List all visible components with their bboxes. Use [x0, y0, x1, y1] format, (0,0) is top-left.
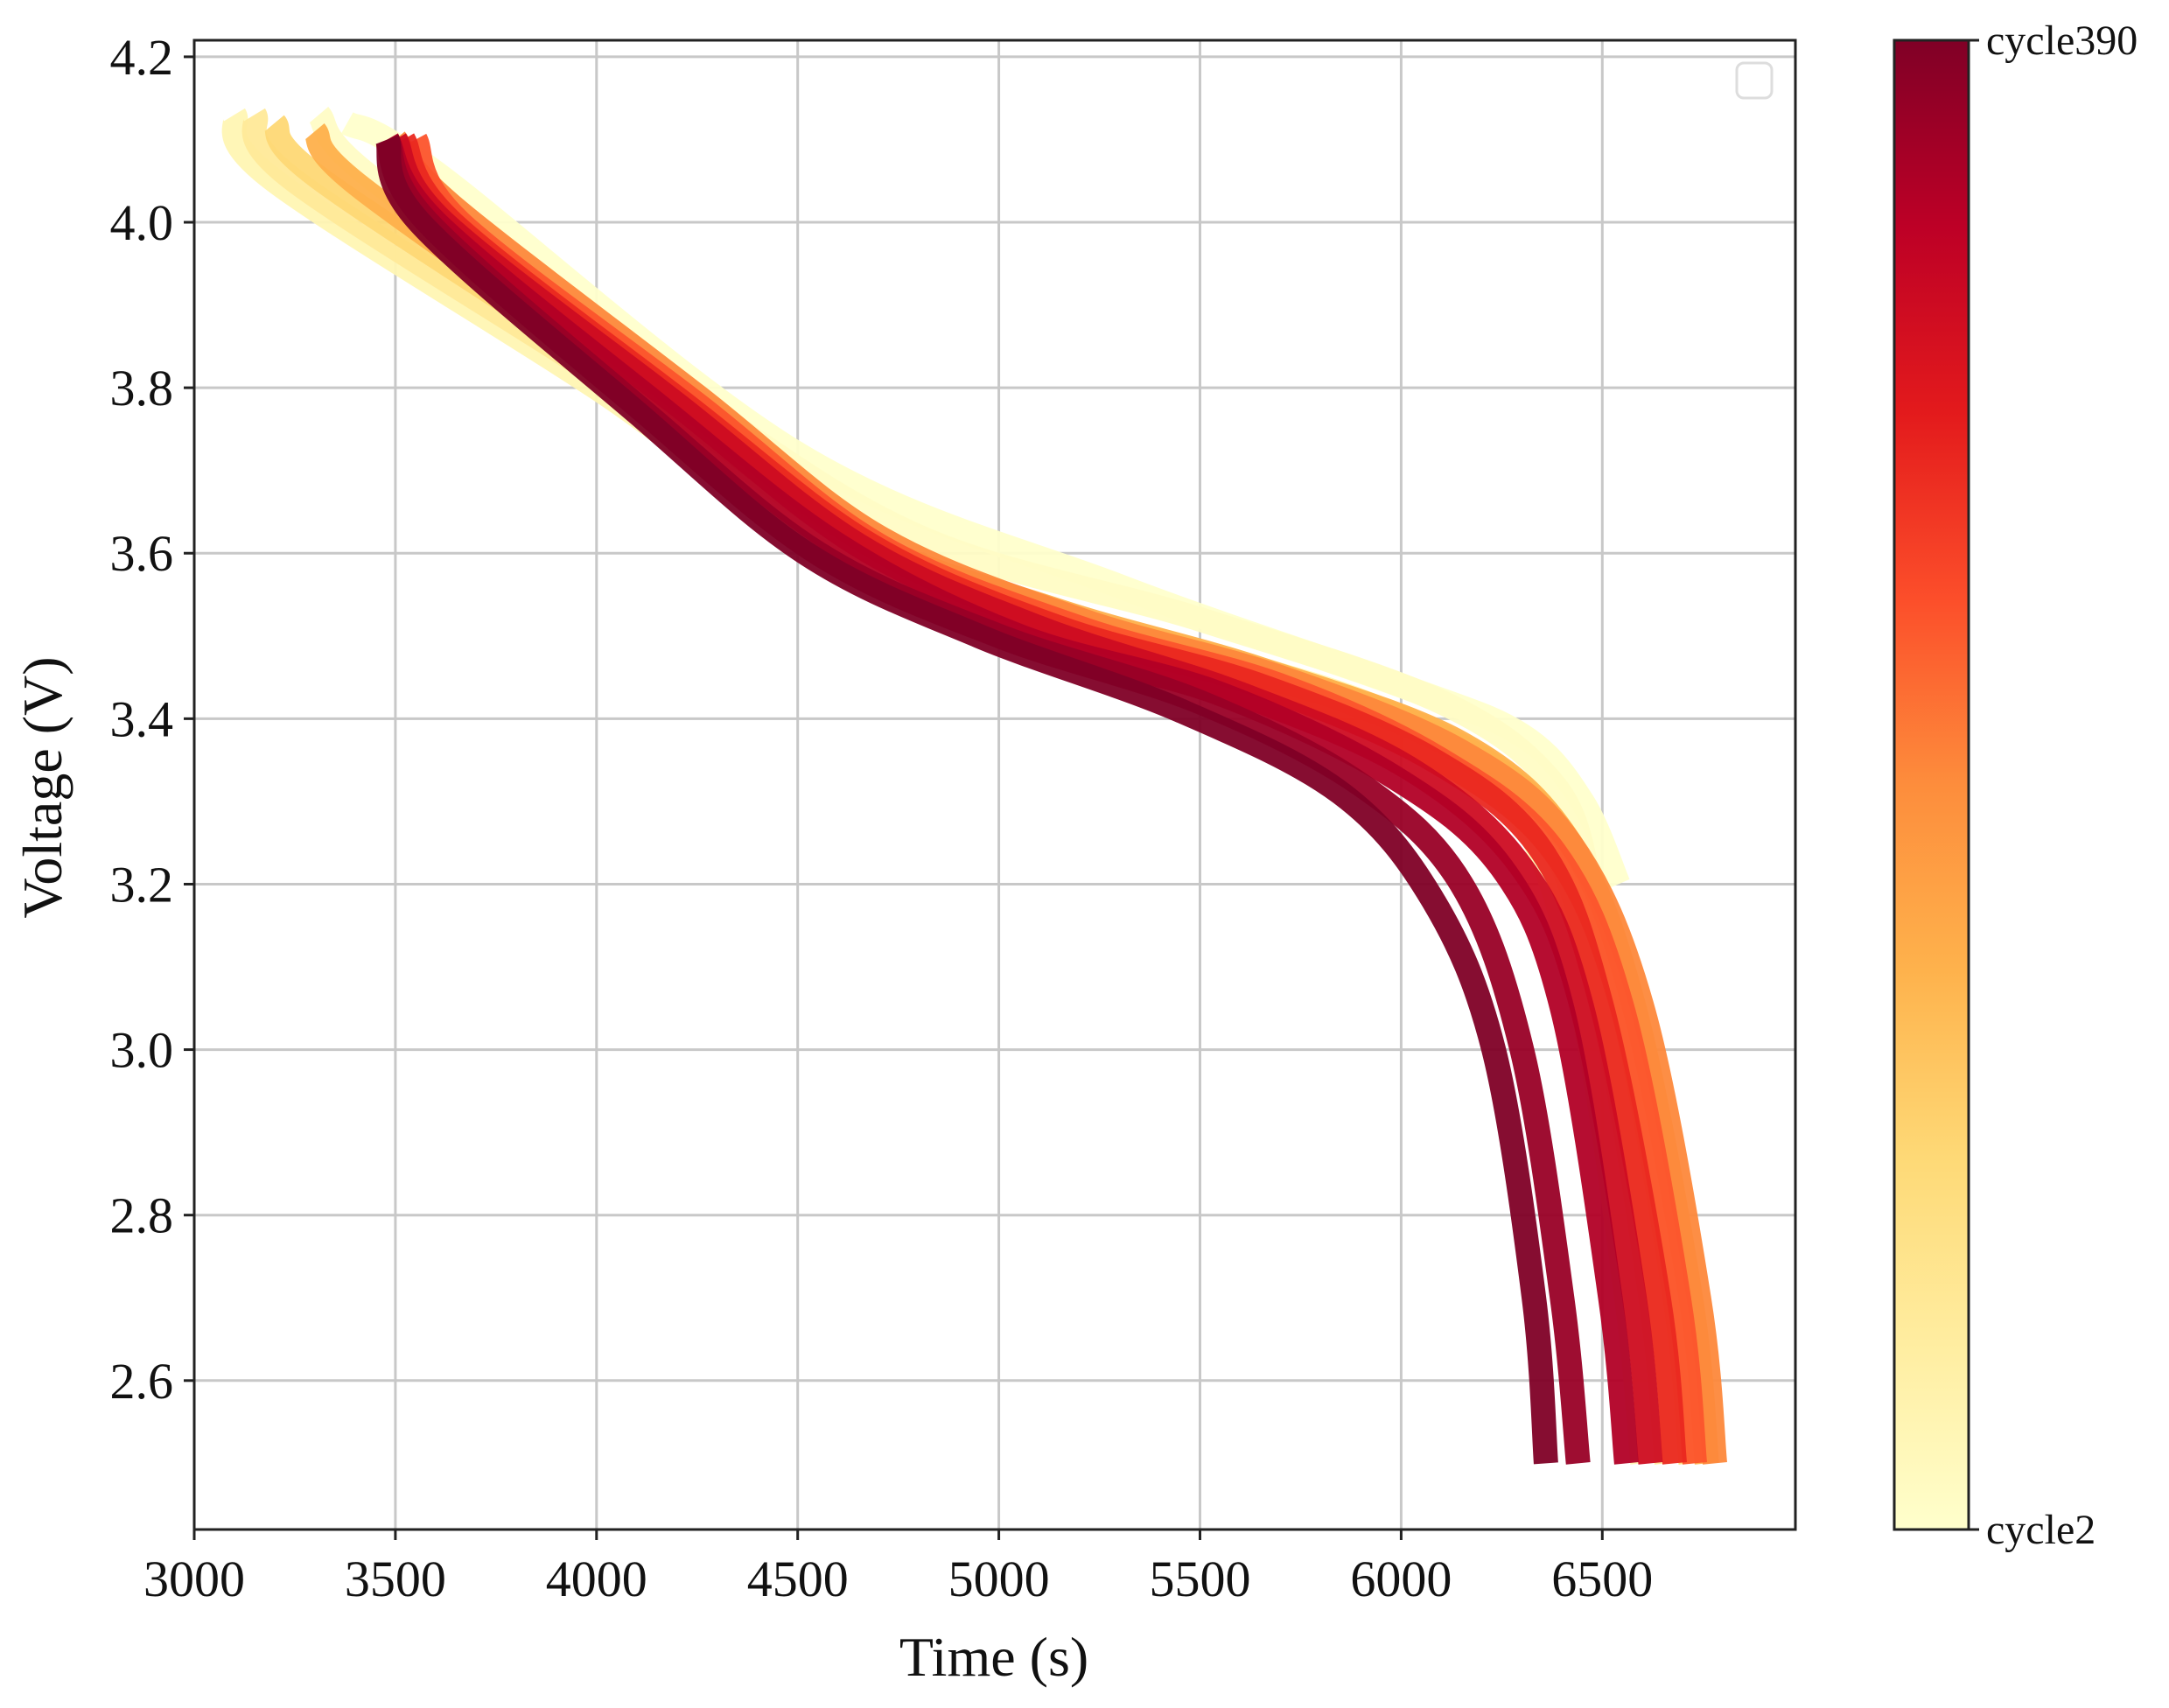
- plot-frame: [192, 38, 1797, 1531]
- y-tick-label: 4.0: [110, 194, 174, 251]
- colorbar-max-label: cycle390: [1986, 18, 2138, 64]
- x-tick-label: 4500: [747, 1550, 849, 1607]
- x-axis-title: Time (s): [899, 1626, 1088, 1688]
- legend-layer: [1735, 61, 1774, 100]
- colorbar-gradient: [1893, 38, 1970, 1531]
- x-tick-label: 4000: [546, 1550, 647, 1607]
- y-tick-label: 2.8: [110, 1187, 174, 1244]
- y-tick-label: 2.6: [110, 1353, 174, 1410]
- x-tick-label: 6500: [1551, 1550, 1653, 1607]
- x-tick-label: 3000: [143, 1550, 245, 1607]
- y-tick-label: 3.4: [110, 690, 174, 747]
- ticks-layer: 3000 3500 4000 4500 5000 5500 6000 6500 2.6 2.8 3.…: [110, 29, 1654, 1607]
- y-tick-label: 3.6: [110, 525, 174, 582]
- x-tick-label: 5500: [1149, 1550, 1250, 1607]
- y-tick-label: 3.8: [110, 360, 174, 416]
- x-tick-label: 6000: [1350, 1550, 1452, 1607]
- series-layer: [221, 107, 1727, 1465]
- x-tick-label: 3500: [345, 1550, 446, 1607]
- x-tick-label: 5000: [948, 1550, 1050, 1607]
- y-axis-title: Voltage (V): [11, 656, 73, 918]
- y-tick-label: 3.2: [110, 856, 174, 913]
- y-tick-label: 4.2: [110, 29, 174, 86]
- colorbar-min-label: cycle2: [1986, 1507, 2096, 1553]
- legend-box: [1735, 61, 1774, 100]
- y-tick-label: 3.0: [110, 1022, 174, 1079]
- series-line-cycle-390: [375, 135, 1558, 1465]
- series-line-cycle-350: [376, 133, 1639, 1465]
- colorbar: cycle390 cycle2: [1893, 18, 2138, 1553]
- frame-layer: [192, 38, 1797, 1531]
